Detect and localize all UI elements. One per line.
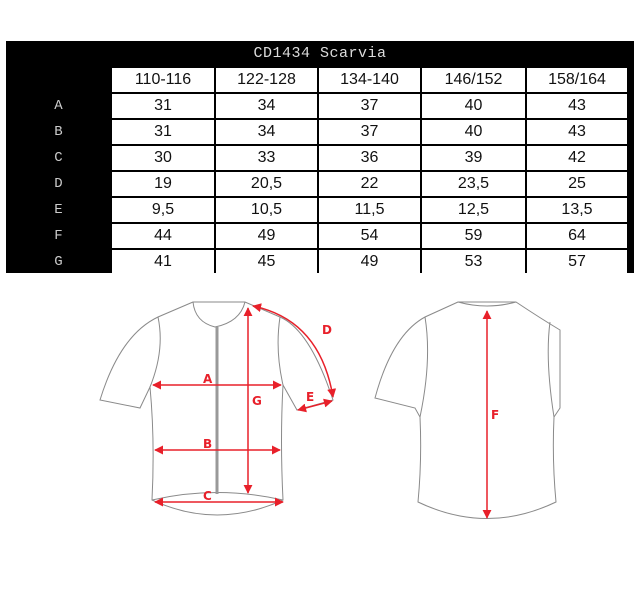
size-header: 110-116 xyxy=(112,68,214,92)
measurement-cell: 40 xyxy=(422,94,525,118)
measurement-cell: 49 xyxy=(216,224,317,248)
size-header: 146/152 xyxy=(422,68,525,92)
measurement-cell: 20,5 xyxy=(216,172,317,196)
row-label: A xyxy=(54,98,63,114)
measurement-cell: 37 xyxy=(319,94,420,118)
measurement-cell: 57 xyxy=(527,250,627,274)
measurement-cell: 37 xyxy=(319,120,420,144)
measurement-cell: 40 xyxy=(422,120,525,144)
measurement-cell: 10,5 xyxy=(216,198,317,222)
chart-title: CD1434 Scarvia xyxy=(253,45,387,62)
label-d: D xyxy=(322,323,332,337)
measurement-cell: 36 xyxy=(319,146,420,170)
arrow-e xyxy=(297,398,333,413)
label-b: B xyxy=(203,437,212,451)
measurement-cell: 49 xyxy=(319,250,420,274)
size-header: 158/164 xyxy=(527,68,627,92)
measurement-cell: 31 xyxy=(112,120,214,144)
measurement-cell: 42 xyxy=(527,146,627,170)
measurement-cell: 41 xyxy=(112,250,214,274)
row-label: G xyxy=(54,254,63,270)
back-jersey-outline xyxy=(374,301,561,519)
measurement-arrows xyxy=(152,303,492,519)
row-label: E xyxy=(54,202,63,218)
measurement-cell: 59 xyxy=(422,224,525,248)
measurement-cell: 31 xyxy=(112,94,214,118)
measurement-cell: 12,5 xyxy=(422,198,525,222)
label-e: E xyxy=(306,390,314,404)
label-c: C xyxy=(203,489,212,503)
row-label: B xyxy=(54,124,63,140)
measurement-cell: 64 xyxy=(527,224,627,248)
measurement-cell: 53 xyxy=(422,250,525,274)
label-g: G xyxy=(252,394,262,408)
measurement-cell: 43 xyxy=(527,94,627,118)
measurement-cell: 34 xyxy=(216,94,317,118)
measurement-cell: 44 xyxy=(112,224,214,248)
measurement-cell: 34 xyxy=(216,120,317,144)
row-label: F xyxy=(54,228,63,244)
measurement-cell: 11,5 xyxy=(319,198,420,222)
corner-cell xyxy=(6,67,111,93)
label-f: F xyxy=(491,408,499,422)
measurement-cell: 22 xyxy=(319,172,420,196)
measurement-cell: 45 xyxy=(216,250,317,274)
measurement-cell: 19 xyxy=(112,172,214,196)
size-header: 122-128 xyxy=(216,68,317,92)
measurement-cell: 54 xyxy=(319,224,420,248)
measurement-cell: 25 xyxy=(527,172,627,196)
arrow-d xyxy=(252,303,337,398)
measurement-cell: 39 xyxy=(422,146,525,170)
label-a: A xyxy=(203,372,213,386)
measurement-cell: 9,5 xyxy=(112,198,214,222)
measurement-cell: 13,5 xyxy=(527,198,627,222)
size-grid: 110-116 122-128 134-140 146/152 158/164 A 31 34… xyxy=(6,67,634,275)
row-label: C xyxy=(54,150,63,166)
row-label: D xyxy=(54,176,63,192)
measurement-cell: 23,5 xyxy=(422,172,525,196)
measurement-cell: 30 xyxy=(112,146,214,170)
measurement-cell: 43 xyxy=(527,120,627,144)
size-header: 134-140 xyxy=(319,68,420,92)
size-chart-table: CD1434 Scarvia 110-116 122-128 134-140 146/… xyxy=(6,41,634,275)
measurement-cell: 33 xyxy=(216,146,317,170)
